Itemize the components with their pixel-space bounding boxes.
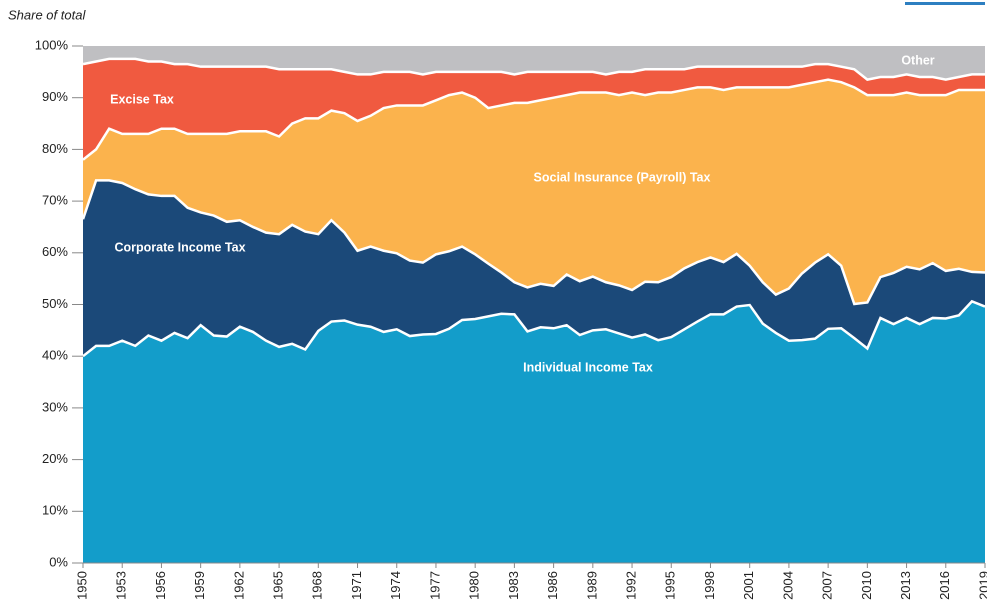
series-label: Other xyxy=(901,53,934,67)
area xyxy=(83,46,985,80)
x-tick-label: 2007 xyxy=(820,571,835,600)
y-tick-label: 70% xyxy=(42,193,68,208)
x-tick-label: 1974 xyxy=(388,571,403,600)
y-tick-label: 80% xyxy=(42,141,68,156)
decoration xyxy=(905,2,985,5)
x-tick-label: 1986 xyxy=(545,571,560,600)
x-tick-label: 2010 xyxy=(859,571,874,600)
series-label: Individual Income Tax xyxy=(523,360,653,374)
y-tick-label: 100% xyxy=(35,37,69,52)
separator xyxy=(82,57,985,81)
x-tick-label: 2016 xyxy=(937,571,952,600)
separator xyxy=(82,78,985,161)
y-tick-label: 30% xyxy=(42,399,68,414)
x-tick-label: 1971 xyxy=(349,571,364,600)
separator xyxy=(81,179,986,306)
y-axis-label: Share of total xyxy=(8,7,86,22)
series-label: Social Insurance (Payroll) Tax xyxy=(534,170,711,184)
series-label: Corporate Income Tax xyxy=(114,240,245,254)
x-tick-label: 1998 xyxy=(702,571,717,600)
x-tick-label: 2013 xyxy=(898,571,913,600)
area xyxy=(83,58,985,160)
x-tick-label: 1977 xyxy=(427,571,442,600)
x-tick-label: 1953 xyxy=(114,571,129,600)
y-tick-label: 20% xyxy=(42,451,68,466)
x-tick-label: 1962 xyxy=(231,571,246,600)
x-tick-label: 2004 xyxy=(780,571,795,600)
x-tick-label: 1995 xyxy=(663,571,678,600)
y-tick-label: 0% xyxy=(49,554,68,569)
x-tick-label: 1983 xyxy=(506,571,521,600)
x-tick-label: 1950 xyxy=(74,571,89,600)
y-tick-label: 10% xyxy=(42,503,68,518)
series-label: Excise Tax xyxy=(110,92,174,106)
x-tick-label: 2001 xyxy=(741,571,756,600)
x-tick-label: 1989 xyxy=(584,571,599,600)
y-tick-label: 50% xyxy=(42,296,68,311)
y-tick-label: 90% xyxy=(42,89,68,104)
area xyxy=(83,79,985,304)
x-tick-label: 1959 xyxy=(192,571,207,600)
x-tick-label: 1968 xyxy=(310,571,325,600)
x-tick-label: 1992 xyxy=(623,571,638,600)
separator xyxy=(82,299,986,358)
x-tick-label: 1980 xyxy=(467,571,482,600)
area xyxy=(83,180,985,357)
x-tick-label: 1965 xyxy=(271,571,286,600)
y-tick-label: 60% xyxy=(42,244,68,259)
y-tick-label: 40% xyxy=(42,348,68,363)
area xyxy=(83,301,985,563)
x-tick-label: 1956 xyxy=(153,571,168,600)
x-tick-label: 2019 xyxy=(976,571,987,600)
